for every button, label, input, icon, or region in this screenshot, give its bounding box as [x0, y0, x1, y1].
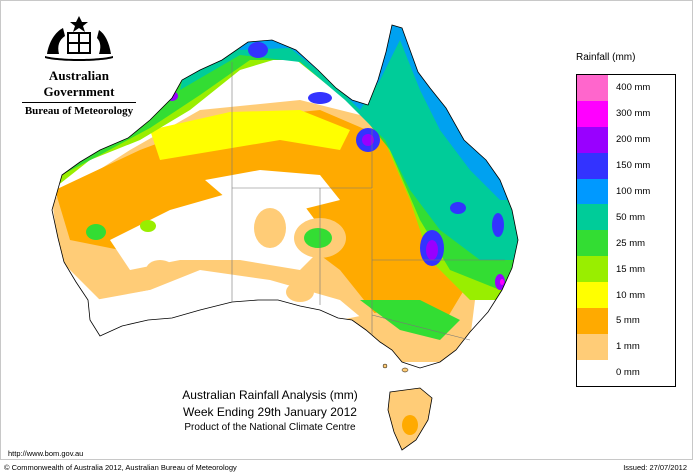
legend-item: 100 mm — [577, 178, 675, 205]
legend-swatch — [577, 152, 608, 179]
legend-item: 200 mm — [577, 126, 675, 153]
legend-item: 300 mm — [577, 100, 675, 127]
legend-swatch — [577, 308, 608, 334]
legend-swatch — [577, 230, 608, 257]
website-link[interactable]: http://www.bom.gov.au — [8, 449, 84, 458]
legend-item: 50 mm — [577, 204, 675, 231]
legend-label: 5 mm — [616, 315, 640, 327]
legend-title: Rainfall (mm) — [576, 52, 636, 63]
legend-swatch — [577, 100, 608, 127]
map-title: Australian Rainfall Analysis (mm) — [182, 388, 358, 402]
legend-swatch — [577, 256, 608, 283]
legend-item: 5 mm — [577, 308, 675, 334]
legend-swatch — [577, 359, 608, 386]
legend-label: 400 mm — [616, 82, 651, 94]
map-subtitle-source: Product of the National Climate Centre — [184, 422, 356, 433]
state-borders — [231, 62, 505, 341]
rainfall-contours — [52, 25, 518, 362]
map-subtitle-period: Week Ending 29th January 2012 — [183, 405, 357, 419]
legend-swatch — [577, 126, 608, 153]
legend-label: 15 mm — [616, 263, 646, 275]
copyright-notice: © Commonwealth of Australia 2012, Austra… — [4, 463, 237, 472]
legend-item: 10 mm — [577, 282, 675, 309]
legend-swatch — [577, 333, 608, 360]
coastline — [51, 24, 519, 369]
legend-box: 400 mm 300 mm 200 mm 150 mm 100 mm 50 mm 25 mm… — [576, 74, 676, 387]
legend-swatch — [577, 178, 608, 205]
issued-date: Issued: 27/07/2012 — [623, 463, 687, 472]
government-name: Australian Government — [43, 68, 115, 99]
legend-label: 200 mm — [616, 134, 651, 146]
legend-label: 25 mm — [616, 237, 646, 249]
legend-swatch — [577, 75, 608, 101]
legend-label: 100 mm — [616, 186, 651, 197]
legend-item: 150 mm — [577, 152, 675, 179]
legend-label: 0 mm — [616, 367, 640, 379]
legend-label: 300 mm — [616, 108, 651, 120]
agency-name: Bureau of Meteorology — [24, 105, 134, 117]
legend-item: 25 mm — [577, 230, 675, 257]
legend-swatch — [577, 282, 608, 309]
legend-label: 1 mm — [616, 341, 640, 353]
legend-label: 50 mm — [616, 211, 646, 223]
legend-item: 15 mm — [577, 256, 675, 283]
legend-item: 1 mm — [577, 333, 675, 360]
legend-label: 10 mm — [616, 289, 646, 301]
legend-item: 400 mm — [577, 75, 675, 101]
legend-swatch — [577, 204, 608, 231]
header-divider — [22, 102, 136, 103]
legend-item: 0 mm — [577, 359, 675, 386]
commonwealth-coat-of-arms-icon — [45, 16, 113, 61]
legend-label: 150 mm — [616, 160, 651, 172]
map-titles: Australian Rainfall Analysis (mm) Week E… — [120, 388, 420, 433]
government-logo-block: Australian Government Bureau of Meteorol… — [18, 14, 140, 117]
